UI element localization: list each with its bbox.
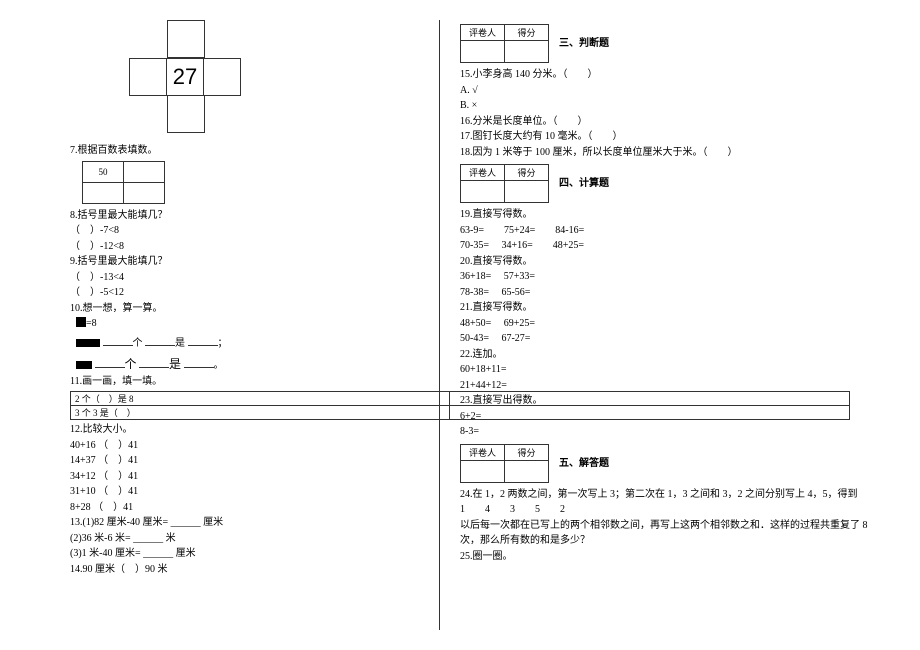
- q23b: 8-3=: [460, 424, 880, 440]
- q21a: 48+50= 69+25=: [460, 316, 880, 332]
- q20a: 36+18= 57+33=: [460, 269, 880, 285]
- q21b: 50-43= 67-27=: [460, 331, 880, 347]
- q9a: （ ）-13<4: [70, 270, 429, 286]
- q17: 17.图钉长度大约有 10 毫米。（ ）: [460, 129, 880, 145]
- q12c: 34+12 （ ）41: [70, 469, 429, 485]
- q14: 14.90 厘米（ ）90 米: [70, 562, 429, 578]
- cross-center-value: 27: [173, 64, 197, 90]
- q15a: A. √: [460, 83, 880, 99]
- q10-line1: =8: [70, 316, 429, 332]
- q9b: （ ）-5<12: [70, 285, 429, 301]
- q11-table: 2 个（ ）是 8 3 个 3 是（ ）: [70, 391, 850, 420]
- section-5-title: 五、解答题: [549, 444, 609, 469]
- scorebox-3: 评卷人得分 三、判断题: [460, 24, 880, 63]
- cross-figure: 27: [130, 20, 429, 133]
- q19: 19.直接写得数。: [460, 207, 880, 223]
- score-label: 得分: [505, 25, 549, 41]
- q22a: 60+18+11=: [460, 362, 880, 378]
- q11-row2: 3 个 3 是（ ）: [71, 406, 450, 420]
- scorebox-5: 评卷人得分 五、解答题: [460, 444, 880, 483]
- q10-line2: 个 是 ；: [70, 336, 429, 352]
- q20b: 78-38= 65-56=: [460, 285, 880, 301]
- q12a: 40+16 （ ）41: [70, 438, 429, 454]
- q21: 21.直接写得数。: [460, 300, 880, 316]
- q24: 24.在 1，2 两数之间，第一次写上 3；第二次在 1，3 之间和 3，2 之…: [460, 487, 880, 503]
- q19b: 70-35= 34+16= 48+25=: [460, 238, 880, 254]
- section-4-title: 四、计算题: [549, 164, 609, 189]
- q8a: （ ）-7<8: [70, 223, 429, 239]
- q9: 9.括号里最大能填几？: [70, 254, 429, 270]
- q13-2: (2)36 米-6 米= ______ 米: [70, 531, 429, 547]
- hundreds-grid: 50: [82, 161, 429, 204]
- q13-1: 13.(1)82 厘米-40 厘米= ______ 厘米: [70, 515, 429, 531]
- q15b: B. ×: [460, 98, 880, 114]
- q24b: 以后每一次都在已写上的两个相邻数之间，再写上这两个相邻数之和．这样的过程共重复了…: [460, 518, 880, 549]
- scorer-label: 评卷人: [461, 25, 505, 41]
- q10a-eq: =8: [86, 318, 97, 329]
- q12: 12.比较大小。: [70, 422, 429, 438]
- q10-line3: 个 是 。: [70, 355, 429, 374]
- q10: 10.想一想，算一算。: [70, 301, 429, 317]
- q12b: 14+37 （ ）41: [70, 453, 429, 469]
- q8b: （ ）-12<8: [70, 239, 429, 255]
- section-3-title: 三、判断题: [549, 24, 609, 49]
- scorebox-4: 评卷人得分 四、计算题: [460, 164, 880, 203]
- q19a: 63-9= 75+24= 84-16=: [460, 223, 880, 239]
- q12e: 8+28 （ ）41: [70, 500, 429, 516]
- q16: 16.分米是长度单位。（ ）: [460, 114, 880, 130]
- q20: 20.直接写得数。: [460, 254, 880, 270]
- q13-3: (3)1 米-40 厘米= ______ 厘米: [70, 546, 429, 562]
- q11: 11.画一画，填一填。: [70, 374, 429, 390]
- q15: 15.小李身高 140 分米。（ ）: [460, 67, 880, 83]
- q7-text: 7.根据百数表填数。: [70, 143, 429, 159]
- q12d: 31+10 （ ）41: [70, 484, 429, 500]
- q18: 18.因为 1 米等于 100 厘米，所以长度单位厘米大于米。（ ）: [460, 145, 880, 161]
- q8: 8.括号里最大能填几？: [70, 208, 429, 224]
- q25: 25.圈一圈。: [460, 549, 880, 565]
- grid-cell-50: 50: [82, 161, 124, 183]
- q22: 22.连加。: [460, 347, 880, 363]
- q11-row1: 2 个（ ）是 8: [71, 392, 450, 406]
- q24-seq: 1 4 3 5 2: [460, 502, 880, 518]
